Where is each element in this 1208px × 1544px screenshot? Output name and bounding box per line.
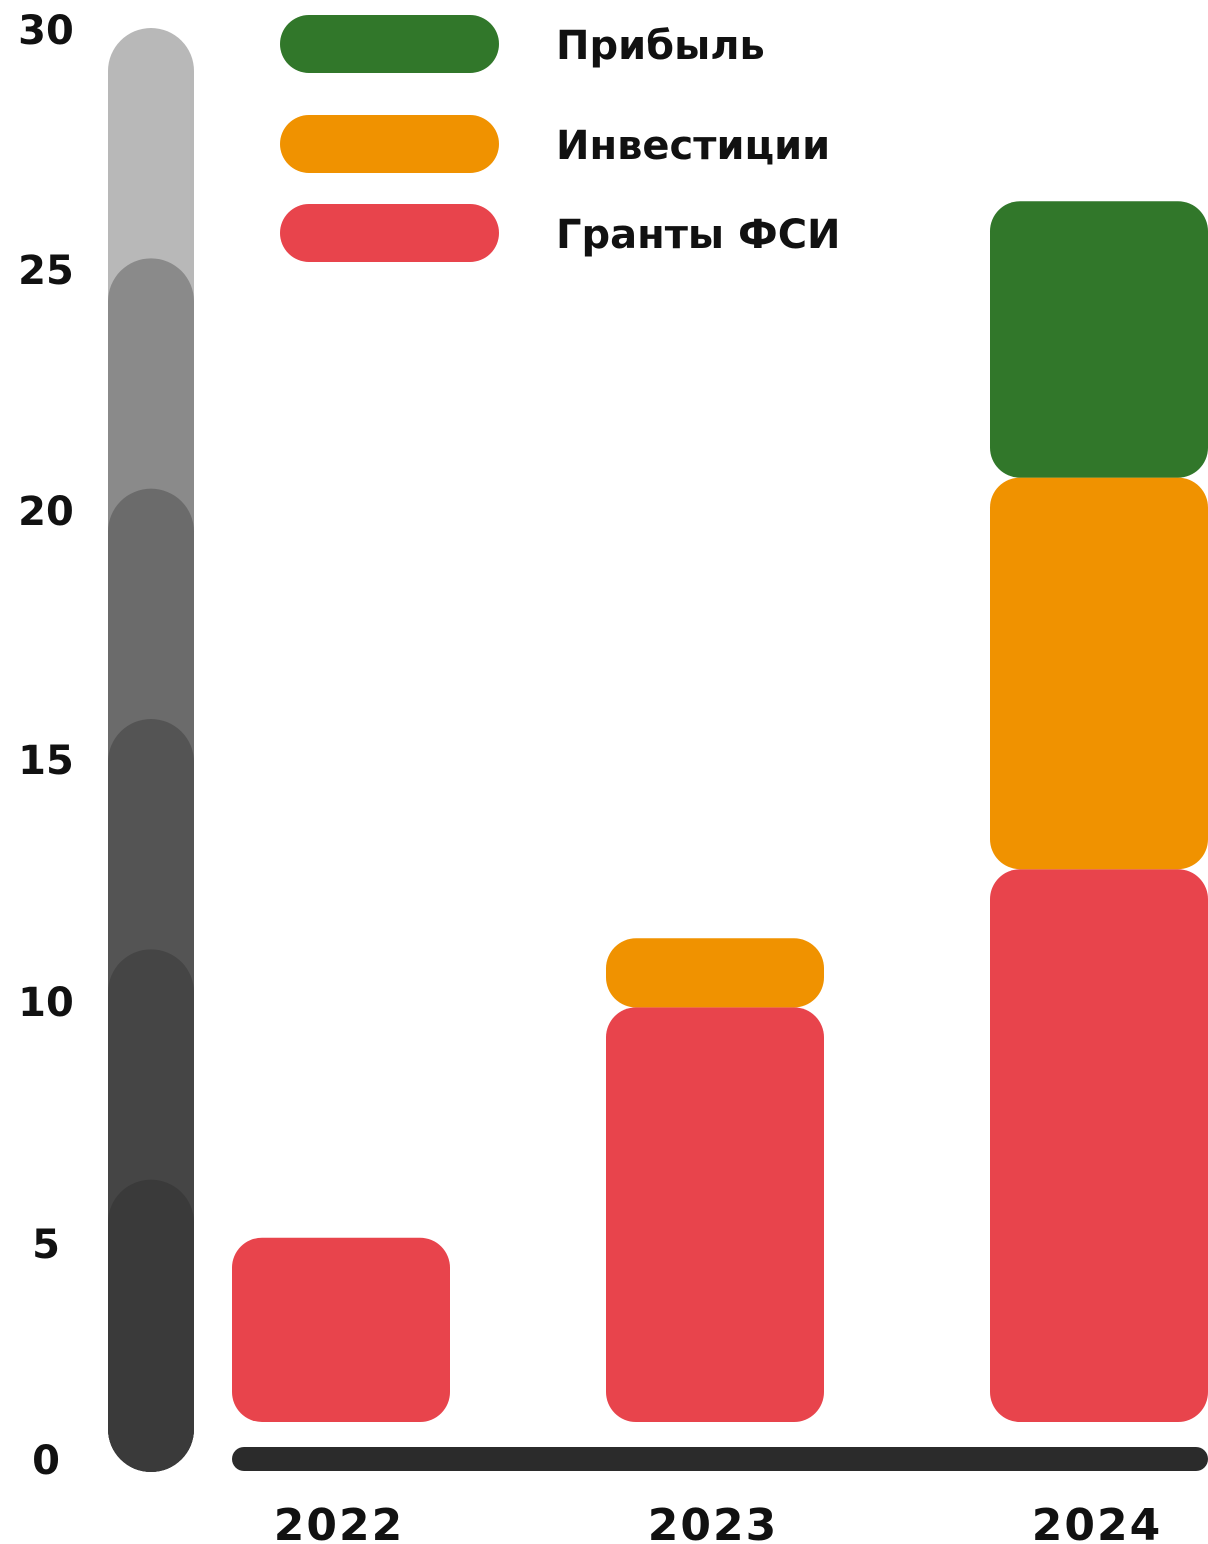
legend-swatch <box>280 204 499 262</box>
x-tick-label: 2022 <box>274 1500 404 1544</box>
y-tick-label: 5 <box>32 1222 60 1268</box>
y-tick-label: 15 <box>18 738 74 784</box>
bar-stacks <box>232 201 1208 1422</box>
bar-segment-инвестиции-2023 <box>606 938 824 1008</box>
y-tick-label: 25 <box>18 248 74 294</box>
y-axis-tick-labels: 0 5 10 15 20 25 30 <box>18 8 74 1484</box>
legend-swatch <box>280 15 499 73</box>
legend-item-прибыль: Прибыль <box>280 15 765 73</box>
x-tick-label: 2024 <box>1032 1500 1162 1544</box>
x-tick-label: 2023 <box>648 1500 778 1544</box>
y-tick-label: 20 <box>18 489 74 535</box>
bar-stack-2023 <box>606 938 824 1422</box>
bar-segment-гранты-фси-2024 <box>990 869 1208 1422</box>
y-tick-label: 30 <box>18 8 74 54</box>
legend-label: Гранты ФСИ <box>556 212 841 258</box>
legend-item-гранты-фси: Гранты ФСИ <box>280 204 841 262</box>
legend-label: Инвестиции <box>556 123 830 169</box>
bar-segment-инвестиции-2024 <box>990 477 1208 870</box>
legend-item-инвестиции: Инвестиции <box>280 115 830 173</box>
legend: Прибыль Инвестиции Гранты ФСИ <box>280 15 841 262</box>
y-axis-scale-bar <box>108 28 194 1473</box>
bar-segment-прибыль-2024 <box>990 201 1208 478</box>
bar-stack-2022 <box>232 1237 450 1422</box>
bar-segment-гранты-фси-2023 <box>606 1007 824 1422</box>
bar-segment-гранты-фси-2022 <box>232 1237 450 1422</box>
y-tick-label: 10 <box>18 980 74 1026</box>
y-tick-label: 0 <box>32 1438 60 1484</box>
x-axis-category-labels: 2022 2023 2024 <box>274 1500 1162 1544</box>
legend-swatch <box>280 115 499 173</box>
y-axis-bar-segment <box>108 1179 194 1472</box>
x-axis-baseline <box>232 1447 1208 1471</box>
bar-stack-2024 <box>990 201 1208 1422</box>
legend-label: Прибыль <box>556 23 765 69</box>
